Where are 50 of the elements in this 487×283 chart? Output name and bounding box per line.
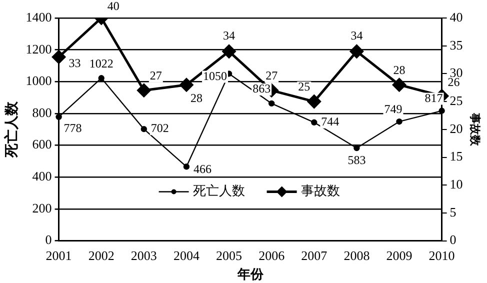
data-label: 40 — [107, 0, 120, 14]
data-label: 1022 — [89, 56, 114, 70]
x-tick-label: 2008 — [344, 248, 370, 264]
data-label: 863 — [252, 82, 271, 96]
x-tick-label: 2002 — [88, 248, 114, 264]
y2-tick-label: 0 — [450, 232, 456, 248]
data-label: 34 — [223, 28, 236, 43]
y2-tick-label: 5 — [450, 204, 456, 220]
y-tick-label: 1400 — [26, 9, 52, 24]
x-tick-label: 2003 — [130, 248, 157, 264]
y-tick-label: 1000 — [26, 73, 52, 88]
x-tick-label: 2006 — [258, 248, 286, 264]
y2-tick-label: 15 — [450, 148, 463, 164]
data-label: 33 — [68, 56, 81, 70]
data-label: 744 — [321, 114, 340, 129]
x-tick-label: 2010 — [428, 248, 455, 264]
data-label: 466 — [193, 162, 212, 176]
y2-tick-label: 40 — [450, 9, 463, 24]
data-label: 778 — [64, 121, 82, 136]
y-tick-label: 800 — [32, 104, 52, 120]
data-label: 27 — [150, 68, 162, 83]
y-tick-label: 0 — [45, 232, 52, 248]
data-label: 28 — [190, 90, 202, 105]
data-label: 702 — [150, 121, 169, 136]
data-label: 583 — [348, 153, 366, 168]
y2-tick-label: 35 — [450, 37, 463, 52]
y2-tick-label: 20 — [450, 120, 463, 136]
y2-tick-label: 25 — [450, 92, 463, 108]
y2-axis-title: 事故数 — [468, 112, 482, 147]
x-tick-label: 2001 — [46, 248, 72, 264]
y-tick-label: 200 — [32, 200, 52, 216]
x-tick-label: 2007 — [301, 248, 328, 264]
data-label: 25 — [298, 80, 310, 94]
data-label: 28 — [393, 62, 406, 77]
data-label: 1050 — [203, 68, 228, 83]
x-tick-label: 2009 — [386, 248, 412, 264]
y2-tick-label: 10 — [450, 176, 463, 192]
y-tick-label: 1200 — [26, 41, 52, 56]
data-label: 817 — [424, 90, 443, 105]
x-axis-title: 年份 — [236, 266, 264, 282]
y-axis-title: 死亡人数 — [3, 100, 20, 158]
x-tick-label: 2005 — [216, 248, 242, 264]
y-tick-label: 600 — [32, 136, 52, 152]
y-tick-label: 400 — [32, 168, 52, 184]
legend-label: 事故数 — [300, 183, 340, 198]
data-label: 749 — [384, 102, 402, 116]
x-tick-label: 2004 — [173, 248, 200, 264]
legend-label: 死亡人数 — [192, 183, 245, 198]
data-label: 27 — [266, 68, 278, 83]
data-label: 34 — [350, 28, 363, 43]
